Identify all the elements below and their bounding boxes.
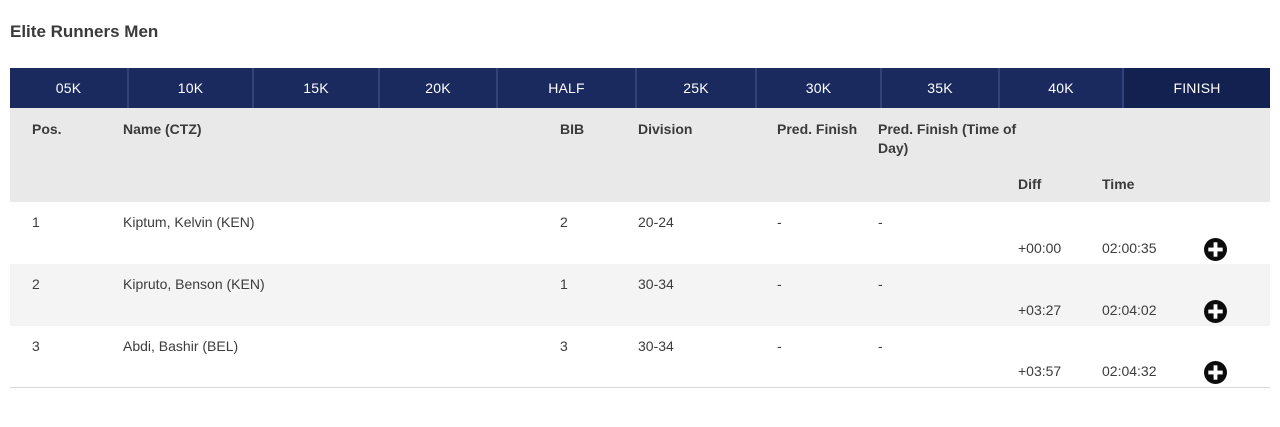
cell-pos: 2 — [32, 276, 40, 292]
cell-division: 30-34 — [638, 338, 674, 354]
cell-name: Abdi, Bashir (BEL) — [123, 338, 239, 354]
cell-name: Kipruto, Benson (KEN) — [123, 276, 265, 292]
tab-15k[interactable]: 15K — [252, 68, 378, 108]
split-tab-bar: 05K 10K 15K 20K HALF 25K 30K 35K 40K FIN… — [10, 68, 1270, 108]
cell-pred-finish-tod: - — [878, 338, 883, 354]
cell-diff: +03:27 — [1018, 302, 1062, 318]
table-row: 2 Kipruto, Benson (KEN) 1 30-34 - - +03:… — [10, 264, 1270, 326]
tab-20k[interactable]: 20K — [378, 68, 496, 108]
cell-pred-finish: - — [777, 338, 782, 354]
expand-row-button[interactable] — [1204, 361, 1227, 384]
cell-division: 30-34 — [638, 276, 674, 292]
cell-division: 20-24 — [638, 214, 674, 230]
cell-time: 02:04:02 — [1102, 302, 1157, 318]
table-row: 1 Kiptum, Kelvin (KEN) 2 20-24 - - +00:0… — [10, 202, 1270, 264]
cell-name: Kiptum, Kelvin (KEN) — [123, 214, 255, 230]
plus-circle-icon — [1204, 238, 1227, 261]
cell-bib: 3 — [560, 338, 568, 354]
tab-30k[interactable]: 30K — [755, 68, 880, 108]
table-row: 3 Abdi, Bashir (BEL) 3 30-34 - - +03:57 … — [10, 326, 1270, 388]
plus-circle-icon — [1204, 300, 1227, 323]
tab-25k[interactable]: 25K — [635, 68, 755, 108]
cell-diff: +00:00 — [1018, 240, 1062, 256]
header-bib: BIB — [560, 121, 585, 137]
header-pred-finish-tod: Pred. Finish (Time of Day) — [878, 121, 1017, 156]
tab-finish[interactable]: FINISH — [1122, 68, 1270, 108]
cell-pos: 1 — [32, 214, 40, 230]
results-page: Elite Runners Men 05K 10K 15K 20K HALF 2… — [0, 22, 1280, 388]
cell-pred-finish: - — [777, 214, 782, 230]
header-name: Name (CTZ) — [123, 121, 202, 137]
plus-circle-icon — [1204, 361, 1227, 384]
cell-bib: 2 — [560, 214, 568, 230]
header-diff: Diff — [1018, 176, 1042, 192]
results-panel: 05K 10K 15K 20K HALF 25K 30K 35K 40K FIN… — [10, 68, 1270, 388]
tab-half[interactable]: HALF — [496, 68, 635, 108]
table-header-row: Pos. Name (CTZ) BIB Division Pred. Finis… — [10, 108, 1270, 202]
expand-row-button[interactable] — [1204, 300, 1227, 323]
tab-05k[interactable]: 05K — [55, 80, 82, 96]
tab-40k[interactable]: 40K — [998, 68, 1122, 108]
expand-row-button[interactable] — [1204, 238, 1227, 261]
cell-bib: 1 — [560, 276, 568, 292]
header-pos: Pos. — [32, 121, 62, 137]
cell-time: 02:04:32 — [1102, 363, 1157, 379]
cell-pred-finish-tod: - — [878, 214, 883, 230]
cell-pred-finish: - — [777, 276, 782, 292]
header-time: Time — [1102, 176, 1135, 192]
cell-pred-finish-tod: - — [878, 276, 883, 292]
cell-pos: 3 — [32, 338, 40, 354]
page-title: Elite Runners Men — [10, 22, 159, 41]
cell-time: 02:00:35 — [1102, 240, 1157, 256]
header-division: Division — [638, 121, 693, 137]
tab-35k[interactable]: 35K — [880, 68, 998, 108]
header-pred-finish: Pred. Finish — [777, 121, 858, 137]
tab-10k[interactable]: 10K — [127, 68, 252, 108]
cell-diff: +03:57 — [1018, 363, 1062, 379]
